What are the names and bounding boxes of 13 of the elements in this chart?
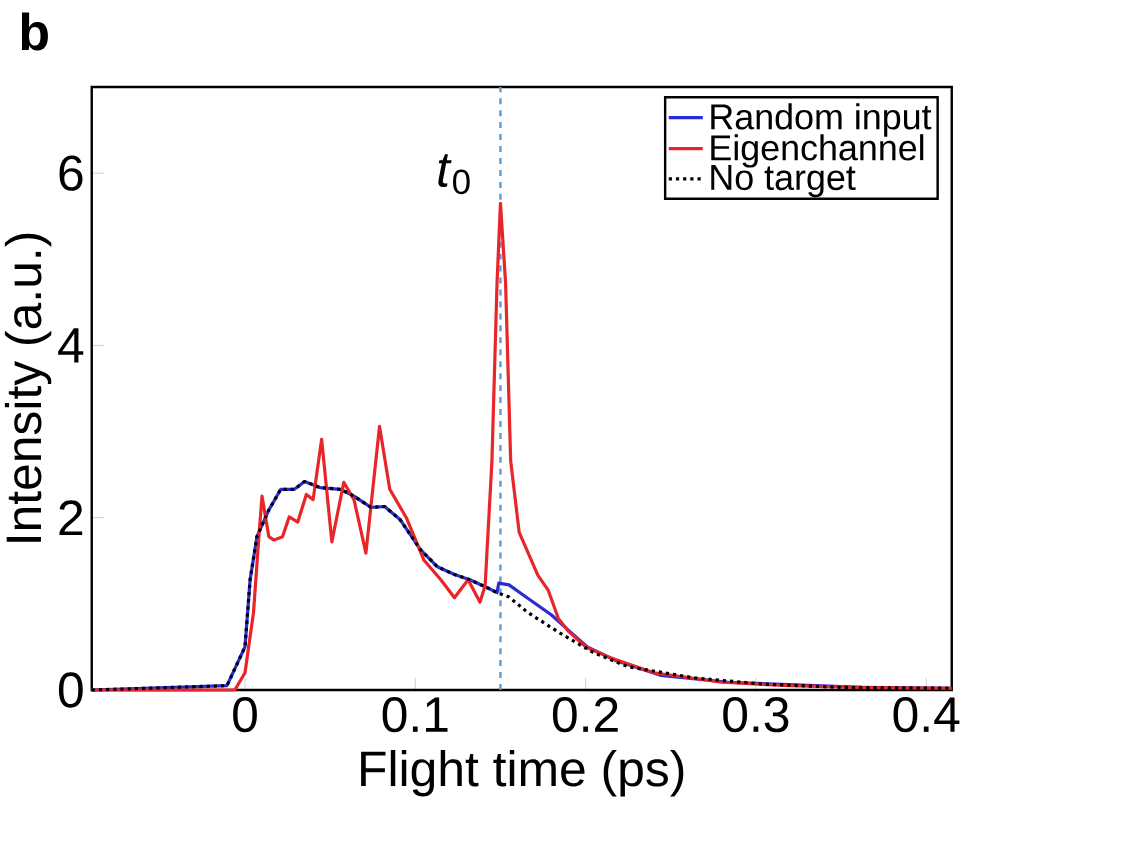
- y-tick-label: 0: [58, 672, 83, 708]
- y-tick-label: 2: [59, 500, 83, 536]
- x-tick-label: 0.4: [893, 697, 960, 733]
- x-axis-title: Flight time (ps): [361, 749, 684, 797]
- y-axis-title: Intensity (a.u.): [4, 233, 52, 542]
- x-tick-label: 0.1: [382, 697, 448, 733]
- x-tick-label: 0.2: [552, 697, 618, 733]
- y-tick-label: 6: [59, 155, 83, 191]
- text: b: [21, 12, 48, 51]
- ref-line-label: t$_{0}$: [438, 154, 470, 195]
- x-tick-label: 0: [233, 697, 257, 733]
- y-tick-label: 4: [58, 328, 84, 363]
- x-tick-label: 0.3: [723, 697, 789, 733]
